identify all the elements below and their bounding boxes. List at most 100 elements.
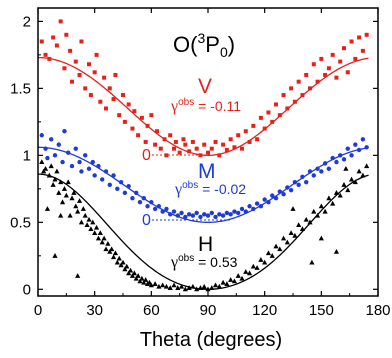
series-v-point <box>113 72 118 77</box>
series-m-point <box>175 213 180 218</box>
series-h-point <box>133 275 139 281</box>
series-v-point <box>107 86 112 91</box>
series-v-point <box>77 72 82 77</box>
series-v-point <box>353 56 358 61</box>
series-h-point <box>75 208 81 214</box>
series-h-point <box>131 270 137 276</box>
series-m-label: M <box>198 160 216 183</box>
series-m-point <box>281 191 286 197</box>
series-h-point <box>307 219 313 225</box>
series-m-point <box>45 155 50 161</box>
series-v-point <box>319 56 324 61</box>
series-v-point <box>51 35 56 40</box>
series-h-point <box>99 239 105 245</box>
series-h-point <box>345 187 351 193</box>
series-h-point <box>212 282 219 288</box>
series-h-point <box>127 267 134 273</box>
series-h-point <box>250 263 256 269</box>
series-m-point <box>115 186 120 192</box>
series-h-point <box>311 208 317 214</box>
series-h-point <box>67 212 73 218</box>
series-h-point <box>341 182 347 187</box>
series-h-point <box>352 179 358 185</box>
series-h-point <box>309 259 315 265</box>
series-h-point <box>65 179 71 185</box>
series-m-point <box>134 190 139 196</box>
series-m-point <box>122 190 128 196</box>
series-h-point <box>90 219 96 225</box>
chart-title: O(3P0) <box>173 30 235 60</box>
series-h-point <box>197 285 204 290</box>
series-m-point <box>56 142 61 147</box>
series-m-point <box>349 153 354 158</box>
series-h-point <box>318 235 324 241</box>
y-tick-label: 0 <box>23 281 31 298</box>
series-m-point <box>356 147 362 153</box>
series-v-point <box>281 93 286 98</box>
series-h-point <box>44 206 51 211</box>
series-h-point <box>194 286 200 292</box>
x-tick-label: 60 <box>143 302 160 319</box>
series-m-point <box>326 166 332 171</box>
series-m-point <box>137 200 143 205</box>
series-h-point <box>137 278 143 284</box>
series-h-point <box>156 283 162 289</box>
series-m-point <box>258 204 264 209</box>
series-m-point <box>62 129 67 134</box>
series-v-point <box>262 126 267 131</box>
series-h-point <box>118 262 124 268</box>
series-m-point <box>232 209 237 214</box>
series-h-point <box>220 279 226 285</box>
series-v-point <box>300 93 305 98</box>
series-v-point <box>153 142 158 147</box>
series-v-point <box>172 146 176 151</box>
series-h-point <box>116 255 122 261</box>
series-h-point <box>75 273 81 278</box>
series-h-point <box>110 254 117 260</box>
series-m-point <box>213 214 218 220</box>
series-v-point <box>308 86 312 91</box>
x-axis-title: Theta (degrees) <box>140 329 282 351</box>
series-m-point <box>92 173 97 178</box>
series-m-point <box>262 197 267 202</box>
x-tick-label: 120 <box>252 302 277 319</box>
series-v-point <box>289 86 294 91</box>
series-h-point <box>107 248 113 254</box>
series-h-point <box>69 195 75 201</box>
series-v-point <box>240 146 244 151</box>
series-h-point <box>84 222 90 228</box>
series-m-point <box>251 206 256 212</box>
series-h-point <box>228 277 234 282</box>
series-v-point <box>357 35 362 40</box>
series-h-point <box>48 163 54 169</box>
series-m-point <box>77 159 82 165</box>
series-m-point <box>322 161 328 166</box>
series-h-point <box>73 203 79 209</box>
series-h-point <box>356 168 362 174</box>
series-h-point <box>239 275 245 281</box>
series-m-point <box>69 163 75 169</box>
series-m-point <box>228 212 233 217</box>
series-v-point <box>70 79 74 84</box>
series-h-point <box>258 257 264 262</box>
series-h-point <box>124 263 130 269</box>
series-h-point <box>54 168 60 174</box>
series-h-point <box>143 277 149 282</box>
series-h-point <box>86 216 92 222</box>
series-v-point <box>217 153 222 158</box>
series-m-point <box>156 204 162 209</box>
series-v-point <box>111 97 116 102</box>
series-v-point <box>149 113 154 118</box>
series-m-point <box>307 169 313 174</box>
series-v-point <box>232 145 237 150</box>
series-m-point <box>315 166 320 171</box>
series-h-point <box>235 273 241 278</box>
series-m-point <box>160 209 165 214</box>
series-h-point <box>141 279 147 285</box>
series-m-point <box>247 204 252 209</box>
series-m-point <box>100 177 105 182</box>
series-m-point <box>152 206 158 212</box>
series-v-point <box>164 153 169 158</box>
series-h-point <box>148 282 154 288</box>
